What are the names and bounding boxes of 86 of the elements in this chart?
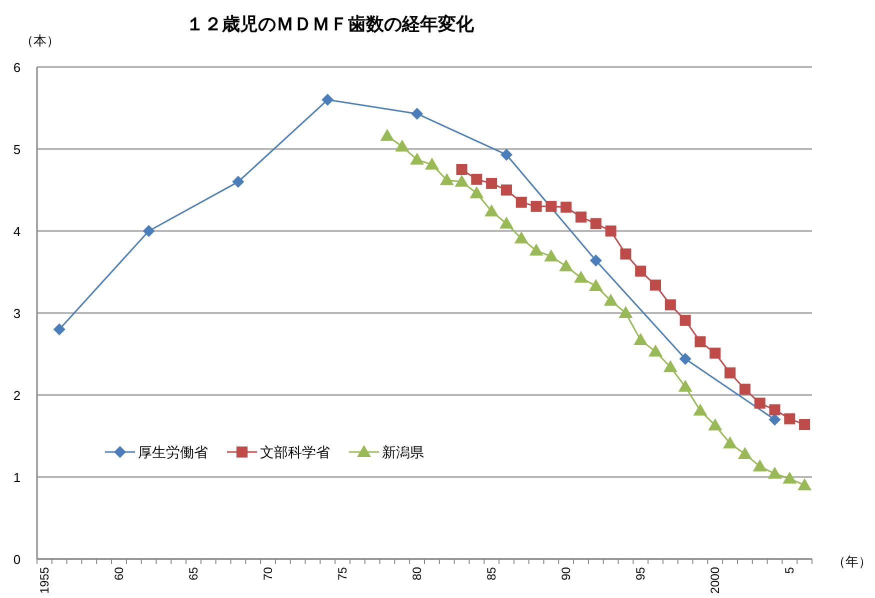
y-tick-label: 0 [13,552,21,567]
point [769,404,780,416]
point [232,176,244,188]
legend-label: 厚生労働省 [138,444,208,460]
point [708,418,722,430]
x-tick-label: 2000 [708,566,722,594]
point [590,254,602,267]
point [499,216,514,229]
y-tick-label: 6 [13,60,21,75]
point [604,294,618,306]
point [723,436,738,448]
x-tick-label: 60 [112,566,126,580]
point [650,280,662,291]
point [710,348,721,359]
point [618,306,633,318]
point [560,202,572,213]
x-tick-label: 1955 [37,566,52,594]
point [471,174,482,185]
point [605,226,616,236]
point [142,225,155,237]
x-tick-label: 90 [559,566,574,580]
point [454,174,469,187]
point [484,204,499,216]
point [500,184,512,196]
point [516,196,527,208]
point [678,380,692,392]
point [693,404,708,416]
point [768,466,782,479]
point [395,140,410,152]
point [559,259,574,272]
point [514,231,528,244]
x-tick-label: 65 [186,566,200,580]
chart-title: １２歳児のＭＤＭＦ歯数の経年変化 [186,14,475,34]
point [470,186,484,198]
point [798,478,812,490]
point [575,212,586,223]
point [754,398,766,409]
point [648,344,663,357]
point [784,413,796,424]
legend-label: 新潟県 [382,444,424,460]
point [440,173,454,186]
point [724,367,736,378]
point [486,178,498,189]
point [694,336,706,348]
y-axis-title: （本） [20,33,60,48]
point [738,447,752,460]
x-tick-label: 5 [782,566,797,574]
point [680,314,691,326]
point [620,248,632,260]
x-tick-label: 80 [410,566,424,580]
point [530,200,542,212]
point [634,333,648,346]
point [544,249,558,262]
x-axis-title: （年） [832,554,872,569]
point [768,414,781,426]
point [664,299,676,310]
point [380,128,394,141]
point [411,108,424,120]
point [53,323,66,336]
y-tick-label: 4 [13,224,21,239]
point [590,218,602,230]
x-tick-label: 75 [336,566,350,580]
legend-label: 文部科学省 [260,444,330,460]
point [546,200,557,212]
point [752,459,767,472]
point [799,419,810,430]
point [635,266,646,277]
y-tick-label: 5 [13,142,21,157]
point [500,148,512,161]
y-tick-label: 2 [13,388,21,403]
point [782,472,797,484]
point [529,244,544,256]
point [424,158,439,170]
point [588,278,603,291]
point [663,360,678,372]
point [456,164,468,175]
point [410,152,424,165]
point [574,270,588,283]
x-tick-label: 95 [634,566,648,580]
y-tick-label: 3 [13,306,21,321]
x-tick-label: 70 [261,566,276,580]
y-tick-label: 1 [13,470,21,485]
point [322,94,334,106]
x-tick-label: 85 [484,566,499,580]
point [679,352,692,365]
point [739,384,750,395]
